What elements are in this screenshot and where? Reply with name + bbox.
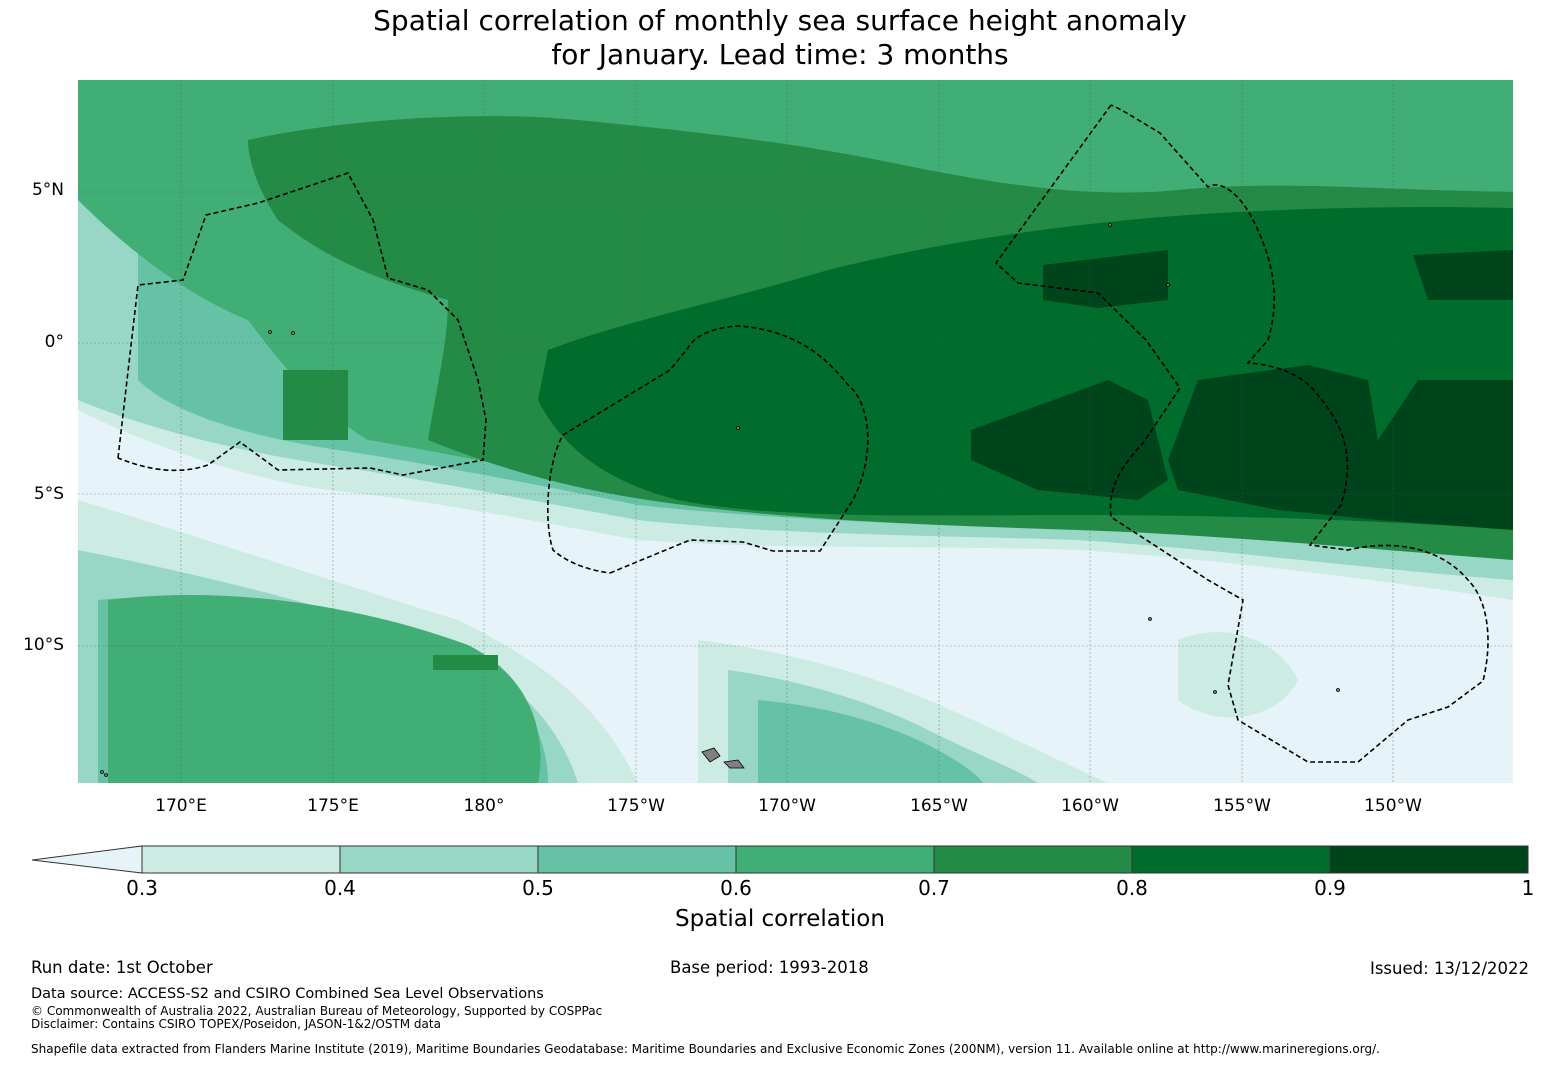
lon-label-175e: 175°E [307,796,359,816]
colorbar-seg-0-4 [340,846,538,873]
disclaimer: Disclaimer: Contains CSIRO TOPEX/Poseido… [31,1017,441,1031]
island-savaii [723,759,745,769]
lon-label-150w: 150°W [1364,796,1422,816]
lon-label-155w: 155°W [1213,796,1271,816]
lon-label-170w: 170°W [758,796,816,816]
chart-title-line-2: for January. Lead time: 3 months [551,38,1009,71]
lon-label-175w: 175°W [607,796,665,816]
map-svg [78,80,1513,783]
colorbar-tick-0-6: 0.6 [720,876,752,900]
colorbar-tick-0-4: 0.4 [324,876,356,900]
correlation-map [78,80,1513,783]
lat-label-10s: 10°S [23,635,64,655]
base-period: Base period: 1993-2018 [670,958,869,977]
colorbar-seg-0-9 [1330,846,1528,873]
lon-label-165w: 165°W [910,796,968,816]
copyright: © Commonwealth of Australia 2022, Austra… [31,1004,603,1018]
lon-label-160w: 160°W [1061,796,1119,816]
colorbar-seg-0-6 [736,846,934,873]
chart-title-line-1: Spatial correlation of monthly sea surfa… [373,4,1187,37]
eez-boundaries [117,104,1489,763]
colorbar-tick-0-9: 0.9 [1314,876,1346,900]
colorbar-tick-1: 1 [1521,876,1535,900]
eez-boundary-tokelau [547,325,869,574]
colorbar-label: Spatial correlation [675,906,885,932]
data-source: Data source: ACCESS-S2 and CSIRO Combine… [31,986,544,1002]
colorbar-tick-0-7: 0.7 [918,876,950,900]
colorbar-seg-0-8 [1132,846,1330,873]
gridlines [78,80,1513,783]
colorbar-seg-0-3 [142,846,340,873]
colorbar-tick-0-5: 0.5 [522,876,554,900]
colorbar-seg-0-7 [934,846,1132,873]
issued-date: Issued: 13/12/2022 [1369,959,1529,978]
eez-boundary-tuvalu-kiribati-west [117,172,487,476]
colorbar [31,845,1529,874]
colorbar-seg-0-5 [538,846,736,873]
colorbar-tick-0-3: 0.3 [126,876,158,900]
lon-label-180: 180° [463,796,505,816]
colorbar-dividers [339,846,1331,873]
colorbar-extend-arrow [31,845,143,874]
eez-boundary-kiribati-line [994,104,1489,763]
lat-label-5s: 5°S [33,484,64,504]
lat-label-5n: 5°N [31,180,64,200]
island-upolu [701,747,721,763]
lat-label-equator: 0° [44,332,64,352]
lon-label-170e: 170°E [155,796,207,816]
colorbar-tick-0-8: 0.8 [1116,876,1148,900]
run-date: Run date: 1st October [31,958,213,977]
colorbar-outline [141,845,1529,874]
shapefile-credit: Shapefile data extracted from Flanders M… [31,1042,1380,1056]
islands [100,223,1340,777]
